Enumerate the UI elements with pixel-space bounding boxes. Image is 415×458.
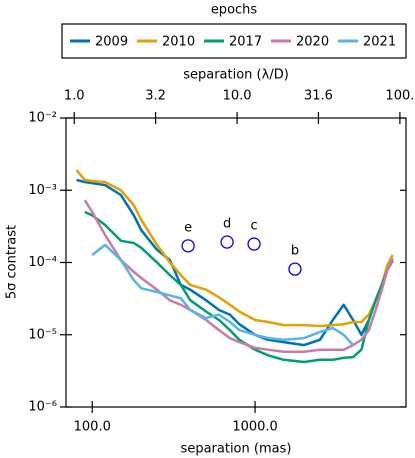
x2-axis-label: separation (λ/D) xyxy=(183,68,289,83)
planet-marker xyxy=(181,239,195,253)
legend-label: 2021 xyxy=(363,35,396,50)
legend-label: 2017 xyxy=(229,35,262,50)
planet-label: c xyxy=(251,219,258,234)
planet-label: e xyxy=(184,220,192,235)
planet-marker xyxy=(288,262,302,276)
planet-marker xyxy=(247,237,261,251)
y-axis-label: 5σ contrast xyxy=(5,225,20,299)
legend-label: 2009 xyxy=(95,35,128,50)
x2-tick-label: 10.0 xyxy=(223,89,252,104)
planet-label: d xyxy=(223,217,231,232)
y-tick-label: 10⁻⁶ xyxy=(28,400,57,415)
legend-title: epochs xyxy=(211,3,258,18)
x2-tick-label: 3.2 xyxy=(145,89,166,104)
series-line xyxy=(91,243,355,346)
series-line xyxy=(83,199,394,354)
x2-tick-label: 100. xyxy=(385,89,414,104)
y-tick-label: 10⁻⁴ xyxy=(28,255,57,270)
y-tick-label: 10⁻⁵ xyxy=(28,327,57,342)
x-tick-label: 1000.0 xyxy=(232,420,278,435)
series-line xyxy=(76,178,394,347)
x-axis-label: separation (mas) xyxy=(181,442,292,457)
legend-label: 2010 xyxy=(162,35,195,50)
y-tick-label: 10⁻³ xyxy=(28,183,57,198)
plot-frame xyxy=(65,117,407,408)
legend-label: 2020 xyxy=(296,35,329,50)
x2-tick-label: 31.6 xyxy=(304,89,333,104)
planet-marker xyxy=(220,235,234,249)
x-tick-label: 100.0 xyxy=(74,420,111,435)
y-tick-label: 10⁻² xyxy=(28,111,57,126)
x2-tick-label: 1.0 xyxy=(64,89,85,104)
series-line xyxy=(75,169,394,328)
planet-label: b xyxy=(291,244,299,259)
